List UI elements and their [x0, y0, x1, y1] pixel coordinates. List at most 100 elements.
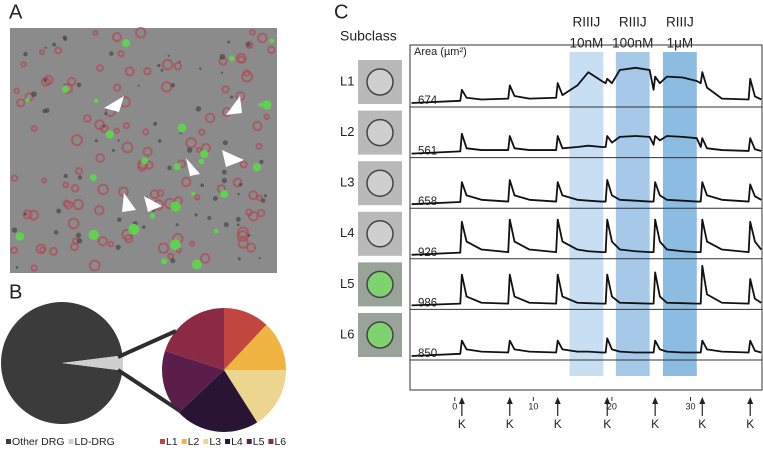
cell — [112, 83, 122, 92]
green-cell — [213, 228, 219, 234]
legend-swatch — [181, 439, 187, 444]
green-cell — [89, 174, 97, 182]
trace — [411, 179, 762, 206]
treatment-band — [569, 52, 604, 376]
debris — [175, 223, 179, 227]
debris — [263, 194, 267, 198]
green-cell — [88, 229, 99, 241]
green-cell — [128, 223, 140, 235]
debris — [76, 238, 83, 244]
area-value: 986 — [418, 297, 437, 309]
cell — [255, 142, 263, 150]
panel-label: A — [9, 1, 23, 23]
debris — [23, 212, 28, 216]
cell — [195, 146, 203, 154]
cell — [117, 49, 125, 58]
x-tick-label: 10 — [528, 401, 538, 411]
green-cell — [141, 157, 149, 165]
legend-label: L3 — [209, 436, 221, 448]
panel-label: B — [9, 281, 22, 303]
debris — [117, 217, 122, 223]
legend-swatch — [203, 439, 209, 444]
cell — [157, 242, 170, 254]
treatment-band — [615, 52, 650, 376]
debris — [219, 53, 226, 60]
stimulus-label: K — [651, 417, 659, 431]
trace — [411, 132, 762, 155]
cell — [248, 210, 259, 222]
debris — [221, 169, 227, 175]
green-cell — [170, 201, 181, 212]
debris — [195, 106, 202, 112]
debris — [63, 173, 68, 179]
row-label: L3 — [340, 175, 354, 190]
stimulus-label: K — [554, 417, 562, 431]
row-label: L1 — [340, 73, 354, 88]
cell — [237, 237, 249, 249]
cell — [252, 120, 263, 132]
area-label: Area (µm²) — [414, 46, 467, 58]
cell — [237, 55, 246, 64]
cell — [62, 199, 71, 208]
x-tick-label: 0 — [452, 401, 457, 411]
debris — [223, 222, 229, 228]
cell — [246, 242, 257, 253]
debris — [227, 40, 231, 44]
cell — [124, 233, 134, 244]
green-cell — [25, 97, 30, 102]
cell — [156, 189, 165, 197]
cell — [121, 228, 134, 241]
cell — [189, 240, 196, 247]
debris — [11, 227, 18, 233]
green-cell — [61, 85, 69, 93]
debris — [115, 244, 121, 250]
green-cell — [170, 239, 181, 251]
debris — [238, 182, 243, 187]
cell — [124, 66, 135, 77]
connector — [116, 368, 182, 413]
green-cell — [200, 149, 209, 159]
cell — [167, 252, 175, 260]
cell — [72, 198, 84, 211]
arrowhead — [226, 96, 242, 115]
debris — [104, 112, 108, 116]
cell — [48, 246, 59, 256]
legend-swatch — [225, 439, 231, 444]
debris — [102, 125, 106, 128]
green-cell — [262, 100, 272, 110]
pie-slice — [178, 370, 258, 432]
green-cell — [198, 158, 205, 165]
green-cell — [173, 162, 181, 171]
legend-swatch — [6, 439, 11, 444]
cell — [92, 29, 99, 37]
cell — [30, 124, 38, 132]
stimulus-label: K — [506, 417, 514, 431]
cell — [39, 49, 46, 56]
legend-swatch — [268, 439, 274, 444]
green-cell — [93, 98, 99, 103]
row-label: L5 — [340, 276, 354, 291]
stimulus-label: K — [746, 417, 754, 431]
debris — [259, 159, 264, 165]
cell — [142, 146, 153, 157]
arrowhead — [104, 96, 124, 112]
stimulus-arrowhead — [554, 397, 561, 404]
cell — [239, 160, 248, 169]
treatment-label: 100nM — [612, 36, 653, 51]
row-label: L6 — [340, 326, 354, 341]
thumbnail-cell — [366, 118, 394, 147]
row-label: L2 — [340, 124, 354, 139]
debris — [179, 132, 182, 135]
thumbnail-cell — [366, 68, 394, 96]
debris — [94, 139, 98, 143]
debris — [157, 139, 162, 143]
cell — [62, 181, 70, 189]
cell — [22, 209, 33, 220]
cell — [257, 32, 268, 44]
cell — [113, 127, 120, 134]
debris — [222, 140, 228, 146]
trace — [411, 337, 762, 357]
x-tick-label: 20 — [607, 401, 617, 411]
debris — [117, 139, 120, 142]
